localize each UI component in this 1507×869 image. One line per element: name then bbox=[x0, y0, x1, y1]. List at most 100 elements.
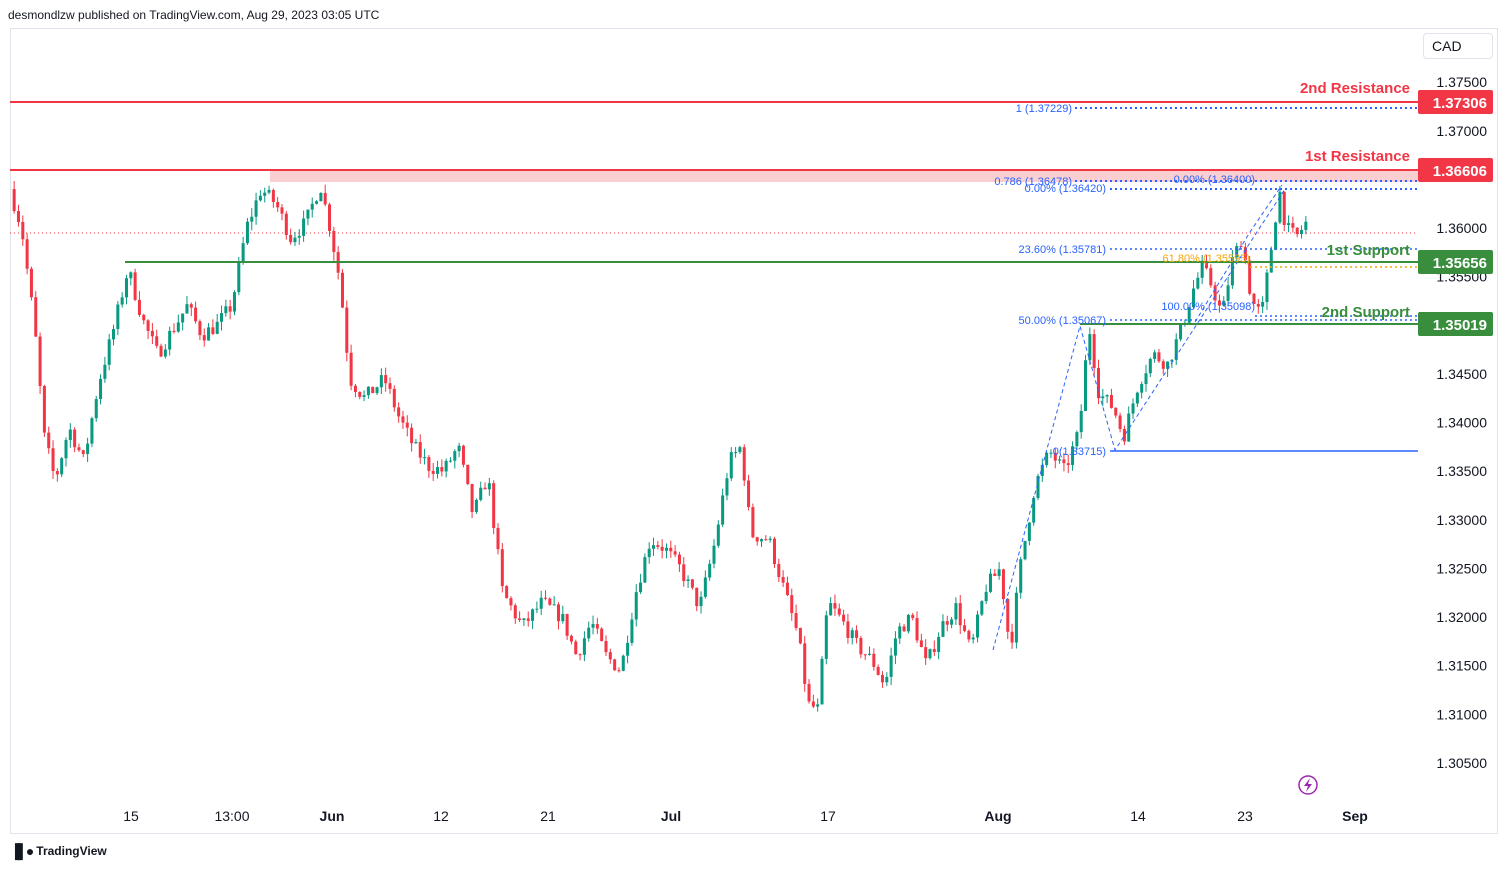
candle-body bbox=[811, 701, 815, 707]
candle-body bbox=[613, 659, 617, 671]
fib-label-236: 23.60% (1.35781) bbox=[1019, 244, 1106, 256]
candle-body bbox=[639, 582, 643, 593]
candle-body bbox=[742, 447, 746, 481]
candle-body bbox=[379, 375, 383, 388]
support-2-price-text: 1.35019 bbox=[1433, 317, 1487, 334]
candle-body bbox=[1066, 463, 1070, 466]
y-tick-label: 1.31500 bbox=[1436, 658, 1487, 674]
candle-body bbox=[1243, 247, 1247, 261]
candle-body bbox=[539, 597, 543, 609]
candle-body bbox=[340, 272, 344, 308]
fib-label-0b: 0.00% (1.36400) bbox=[1174, 174, 1255, 186]
candle-body bbox=[647, 548, 651, 558]
candle-body bbox=[608, 652, 612, 660]
candle-body bbox=[448, 460, 452, 462]
candle-body bbox=[466, 464, 470, 484]
candle-body bbox=[276, 201, 280, 208]
candle-body bbox=[703, 577, 707, 597]
candle-body bbox=[716, 524, 720, 546]
publisher-caption: desmondlzw published on TradingView.com,… bbox=[8, 8, 380, 22]
candle-body bbox=[202, 335, 206, 341]
candle-body bbox=[950, 619, 954, 625]
candle-body bbox=[574, 641, 578, 655]
candle-body bbox=[21, 222, 25, 240]
candle-body bbox=[790, 595, 794, 614]
candle-body bbox=[522, 618, 526, 621]
candle-body bbox=[626, 642, 630, 656]
y-axis[interactable]: 1.375001.370001.360001.355001.345001.340… bbox=[1436, 74, 1487, 771]
candle-body bbox=[436, 467, 440, 474]
candle-body bbox=[617, 670, 621, 672]
candle-body bbox=[86, 443, 90, 454]
candle-body bbox=[29, 268, 33, 298]
candle-body bbox=[1252, 293, 1256, 304]
candle-body bbox=[725, 478, 729, 496]
candle-body bbox=[898, 626, 902, 639]
candle-body bbox=[807, 683, 811, 702]
candle-body bbox=[168, 330, 172, 350]
fib-label-1: 1 (1.37229) bbox=[1016, 103, 1072, 115]
candle-body bbox=[915, 618, 919, 641]
currency-selector[interactable]: CAD bbox=[1423, 33, 1493, 59]
candle-body bbox=[1040, 465, 1044, 476]
x-tick-label: Jul bbox=[661, 808, 681, 824]
candle-body bbox=[319, 192, 323, 202]
candle-body bbox=[146, 320, 150, 331]
candle-body bbox=[263, 192, 267, 196]
fib-label-0a: 0.00% (1.36420) bbox=[1025, 183, 1106, 195]
candle-body bbox=[107, 339, 111, 365]
candle-body bbox=[453, 451, 457, 461]
fib-extension-path-1 bbox=[992, 188, 1286, 651]
tradingview-logo[interactable]: ▐▌● TradingView bbox=[10, 843, 107, 859]
candle-body bbox=[1053, 452, 1057, 461]
candle-body bbox=[1131, 403, 1135, 414]
candle-body bbox=[1166, 361, 1170, 369]
candle-body bbox=[405, 422, 409, 428]
candle-body bbox=[941, 621, 945, 637]
candle-body bbox=[38, 336, 42, 386]
candle-body bbox=[552, 604, 556, 606]
candle-body bbox=[1226, 285, 1230, 301]
candle-body bbox=[885, 676, 889, 683]
candle-body bbox=[1075, 432, 1079, 447]
candle-body bbox=[142, 314, 146, 321]
candle-body bbox=[1084, 360, 1088, 412]
candle-body bbox=[112, 329, 116, 340]
candle-body bbox=[945, 621, 949, 625]
candle-body bbox=[232, 292, 236, 312]
candle-body bbox=[492, 483, 496, 528]
fib-retrace-path-2 bbox=[1194, 184, 1283, 323]
y-tick-label: 1.33500 bbox=[1436, 463, 1487, 479]
candle-body bbox=[163, 349, 167, 357]
x-axis[interactable]: 15 13:00 Jun 12 21 Jul 17 Aug 14 23 Sep bbox=[123, 808, 1368, 824]
candle-body bbox=[353, 385, 357, 392]
candle-body bbox=[734, 452, 738, 454]
candle-body bbox=[103, 364, 107, 379]
candle-body bbox=[509, 598, 513, 606]
candle-body bbox=[988, 573, 992, 592]
candle-body bbox=[958, 603, 962, 626]
candle-body bbox=[431, 470, 435, 474]
candle-body bbox=[384, 375, 388, 384]
candle-body bbox=[362, 395, 366, 397]
candle-body bbox=[764, 539, 768, 541]
candle-body bbox=[902, 626, 906, 632]
candle-body bbox=[565, 614, 569, 636]
candle-body bbox=[1036, 475, 1040, 498]
candle-body bbox=[414, 442, 418, 444]
y-tick-label: 1.37500 bbox=[1436, 74, 1487, 90]
x-tick-label: 14 bbox=[1130, 808, 1146, 824]
candle-body bbox=[474, 499, 478, 513]
candle-body bbox=[729, 452, 733, 479]
candle-body bbox=[470, 483, 474, 513]
support-1-label: 1st Support bbox=[1327, 242, 1410, 259]
candle-body bbox=[198, 321, 202, 336]
support-2-price-tag bbox=[1418, 312, 1493, 336]
candle-body bbox=[1248, 260, 1252, 294]
lightning-icon[interactable] bbox=[1298, 775, 1318, 795]
candle-body bbox=[500, 549, 504, 587]
candle-body bbox=[880, 674, 884, 683]
candle-body bbox=[1096, 368, 1100, 399]
x-tick-label: Jun bbox=[320, 808, 345, 824]
